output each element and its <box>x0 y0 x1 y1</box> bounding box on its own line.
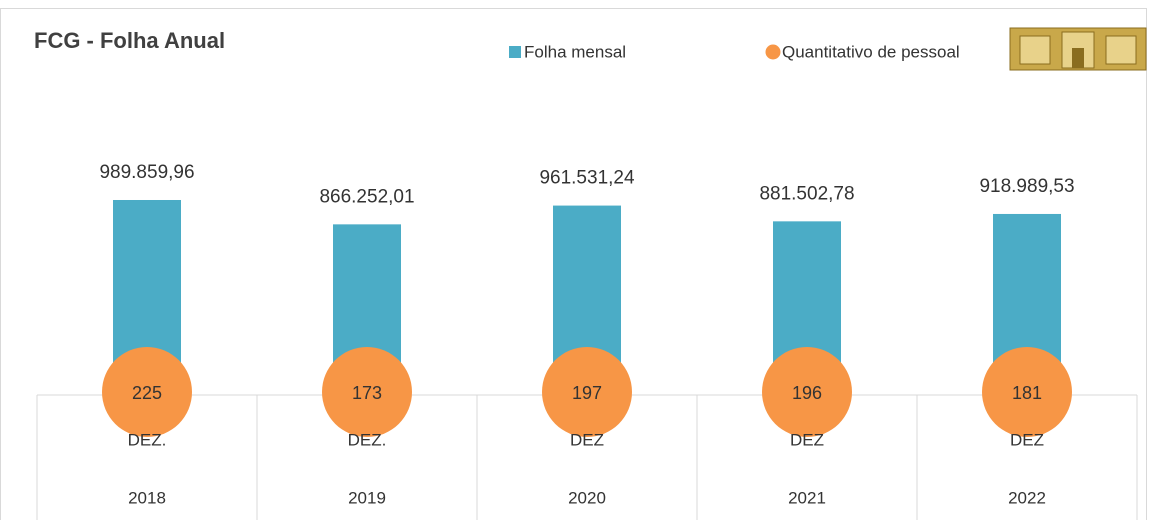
bubble-label: 173 <box>352 383 382 403</box>
bubble <box>322 347 412 437</box>
bubble-label: 225 <box>132 383 162 403</box>
frame <box>0 8 1147 520</box>
legend-swatch <box>509 46 521 58</box>
value-label: 866.252,01 <box>319 186 414 207</box>
legend-label: Folha mensal <box>524 42 626 61</box>
x-group-label: 2018 <box>128 488 166 507</box>
x-tick-label: DEZ <box>570 430 604 449</box>
chart-title: FCG - Folha Anual <box>34 28 225 53</box>
x-tick-label: DEZ <box>790 430 824 449</box>
x-tick-label: DEZ <box>1010 430 1044 449</box>
x-tick-label: DEZ. <box>348 430 387 449</box>
bubble-label: 181 <box>1012 383 1042 403</box>
bubble <box>102 347 192 437</box>
x-group-label: 2019 <box>348 488 386 507</box>
value-label: 989.859,96 <box>99 162 194 183</box>
x-group-label: 2020 <box>568 488 606 507</box>
value-label: 961.531,24 <box>539 168 635 189</box>
bubble <box>982 347 1072 437</box>
x-group-label: 2022 <box>1008 488 1046 507</box>
bubble <box>542 347 632 437</box>
bubble <box>762 347 852 437</box>
legend-label: Quantitativo de pessoal <box>782 42 960 61</box>
legend-swatch <box>765 44 781 60</box>
bubble-label: 197 <box>572 383 602 403</box>
bubble-label: 196 <box>792 383 822 403</box>
value-label: 918.989,53 <box>979 176 1074 197</box>
x-tick-label: DEZ. <box>128 430 167 449</box>
value-label: 881.502,78 <box>759 183 854 204</box>
x-group-label: 2021 <box>788 488 826 507</box>
logo <box>1009 27 1147 71</box>
